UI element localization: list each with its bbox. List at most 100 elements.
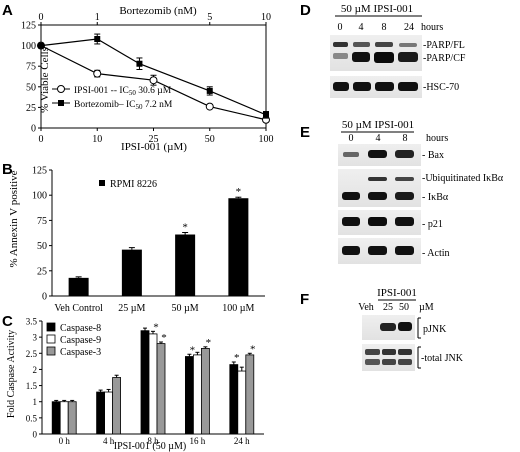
panel-a-bottom-axis: 0 10 25 50 100: [39, 128, 274, 145]
data-point: [93, 69, 102, 78]
category-label: 0 h: [59, 436, 71, 446]
panel-e-letter: E: [300, 124, 310, 141]
panel-b-ylabel: % Annexin V positive: [8, 170, 20, 267]
top-tick-label: 5: [207, 12, 212, 23]
band: [382, 359, 396, 365]
bar: [245, 354, 255, 435]
band: [395, 246, 414, 255]
bar: [184, 356, 194, 435]
x-tick-label: 0: [39, 134, 44, 145]
band: [380, 323, 396, 331]
bar: [148, 333, 158, 435]
y-tick-label: 125: [21, 21, 36, 32]
panel-a-series: [37, 33, 270, 124]
bar: [228, 198, 249, 296]
bar: [192, 354, 202, 435]
legend-swatch: [46, 334, 56, 344]
panel-b-bars: Veh Control 25 µM * 50 µM * 100 µM: [54, 186, 254, 314]
panel-f-letter: F: [300, 291, 309, 308]
y-tick-label: 75: [26, 62, 36, 73]
panel-d-letter: D: [300, 2, 311, 19]
blot-e-label-p21: - p21: [422, 219, 443, 230]
band: [398, 322, 412, 331]
y-tick-label: 75: [37, 216, 47, 227]
y-tick-label: 100: [21, 41, 36, 52]
y-tick-label: 100: [32, 191, 47, 202]
band: [368, 246, 387, 255]
significance-star: *: [236, 186, 242, 198]
band: [398, 52, 418, 62]
panel-a-ylabel: % Viable Cells: [39, 47, 51, 113]
panel-a-y-axis: 0 25 50 75 100 125: [21, 21, 41, 135]
category-label: 25 µM: [118, 303, 145, 314]
band: [342, 192, 360, 200]
category-label: Veh Control: [54, 303, 103, 314]
bar: [156, 343, 166, 435]
band: [333, 82, 349, 91]
blot-e-label-ikba: - IκBα: [422, 192, 449, 203]
band: [375, 82, 394, 91]
blot-f-lane-0: Veh: [358, 302, 374, 313]
band: [333, 53, 348, 59]
panel-b-y-axis: 0 25 50 75 100 125: [32, 166, 52, 303]
data-point: [38, 42, 44, 49]
blot-e-lane-0: 0: [349, 133, 354, 144]
band: [352, 52, 370, 62]
panel-c-xlabel: IPSI-001 (50 µM): [114, 441, 186, 452]
legend-label: Caspase-9: [60, 335, 101, 346]
band: [395, 150, 414, 158]
data-point: [206, 87, 213, 94]
blot-d-label-parp-cf: -PARP/CF: [423, 53, 466, 64]
band: [368, 217, 387, 226]
category-label: 24 h: [234, 436, 250, 446]
band: [333, 42, 348, 47]
bar: [68, 277, 89, 296]
x-tick-label: 25: [149, 134, 159, 145]
blot-d-label-hsc70: -HSC-70: [423, 82, 459, 93]
blot-d-label-parp-fl: -PARP/FL: [423, 40, 465, 51]
band: [399, 43, 417, 47]
top-tick-label: 0: [39, 12, 44, 23]
blot-f-lane-1: 25: [383, 302, 393, 313]
panel-a-top-axis-label: Bortezomib (nM): [119, 5, 197, 17]
blot-d-unit: hours: [421, 22, 443, 33]
x-tick-label: 50: [205, 134, 215, 145]
data-point: [149, 76, 158, 85]
bar: [237, 370, 247, 435]
blot-e-label-bax: - Bax: [422, 150, 444, 161]
blot-d-lane-0: 0: [338, 22, 343, 33]
legend-swatch: [46, 322, 56, 332]
blot-d-treatment: 50 µM IPSI-001: [341, 3, 413, 15]
y-tick-label: 2.5: [26, 349, 38, 359]
y-tick-label: 1: [33, 397, 38, 407]
top-tick-label: 10: [261, 12, 271, 23]
band: [395, 217, 414, 226]
top-tick-label: 1: [95, 12, 100, 23]
panel-e: E 50 µM IPSI-001 0 4 8 hours - Bax -Ubiq…: [300, 119, 504, 264]
legend-bortezomib: Bortezomib– IC50 7.2 nM: [74, 100, 173, 111]
bar: [200, 348, 210, 435]
blot-f-lane-2: 50: [399, 302, 409, 313]
panel-d: D 50 µM IPSI-001 0 4 8 24 hours -PARP/FL…: [300, 2, 466, 98]
legend-marker-bortezomib: [58, 100, 64, 106]
x-tick-label: 100: [259, 134, 274, 145]
bar: [140, 330, 150, 435]
band: [398, 349, 412, 355]
blot-e-treatment: 50 µM IPSI-001: [342, 119, 414, 131]
blot-d-lane-2: 8: [382, 22, 387, 33]
band: [343, 152, 359, 157]
data-point: [205, 102, 214, 111]
bar: [59, 401, 69, 435]
data-point: [136, 60, 143, 67]
band: [342, 246, 360, 255]
panel-f: F IPSI-001 Veh 25 50 µM pJNK -total JNK: [300, 287, 464, 371]
bar: [112, 377, 121, 435]
panel-a-letter: A: [2, 2, 13, 19]
y-tick-label: 2: [33, 365, 38, 375]
bar: [51, 401, 61, 435]
blot-f-treatment: IPSI-001: [377, 287, 417, 299]
bar: [175, 234, 196, 296]
data-point: [94, 36, 101, 43]
bar: [121, 249, 142, 296]
